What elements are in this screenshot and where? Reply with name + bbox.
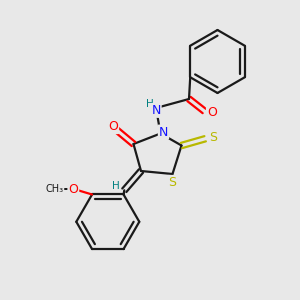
Text: O: O bbox=[207, 106, 217, 119]
Text: CH₃: CH₃ bbox=[45, 184, 64, 194]
Text: H: H bbox=[112, 181, 120, 191]
Text: H: H bbox=[146, 99, 153, 110]
Text: S: S bbox=[169, 176, 176, 189]
Text: N: N bbox=[151, 104, 161, 117]
Text: N: N bbox=[159, 125, 168, 139]
Text: O: O bbox=[108, 120, 118, 133]
Text: S: S bbox=[210, 131, 218, 144]
Text: O: O bbox=[68, 183, 78, 196]
